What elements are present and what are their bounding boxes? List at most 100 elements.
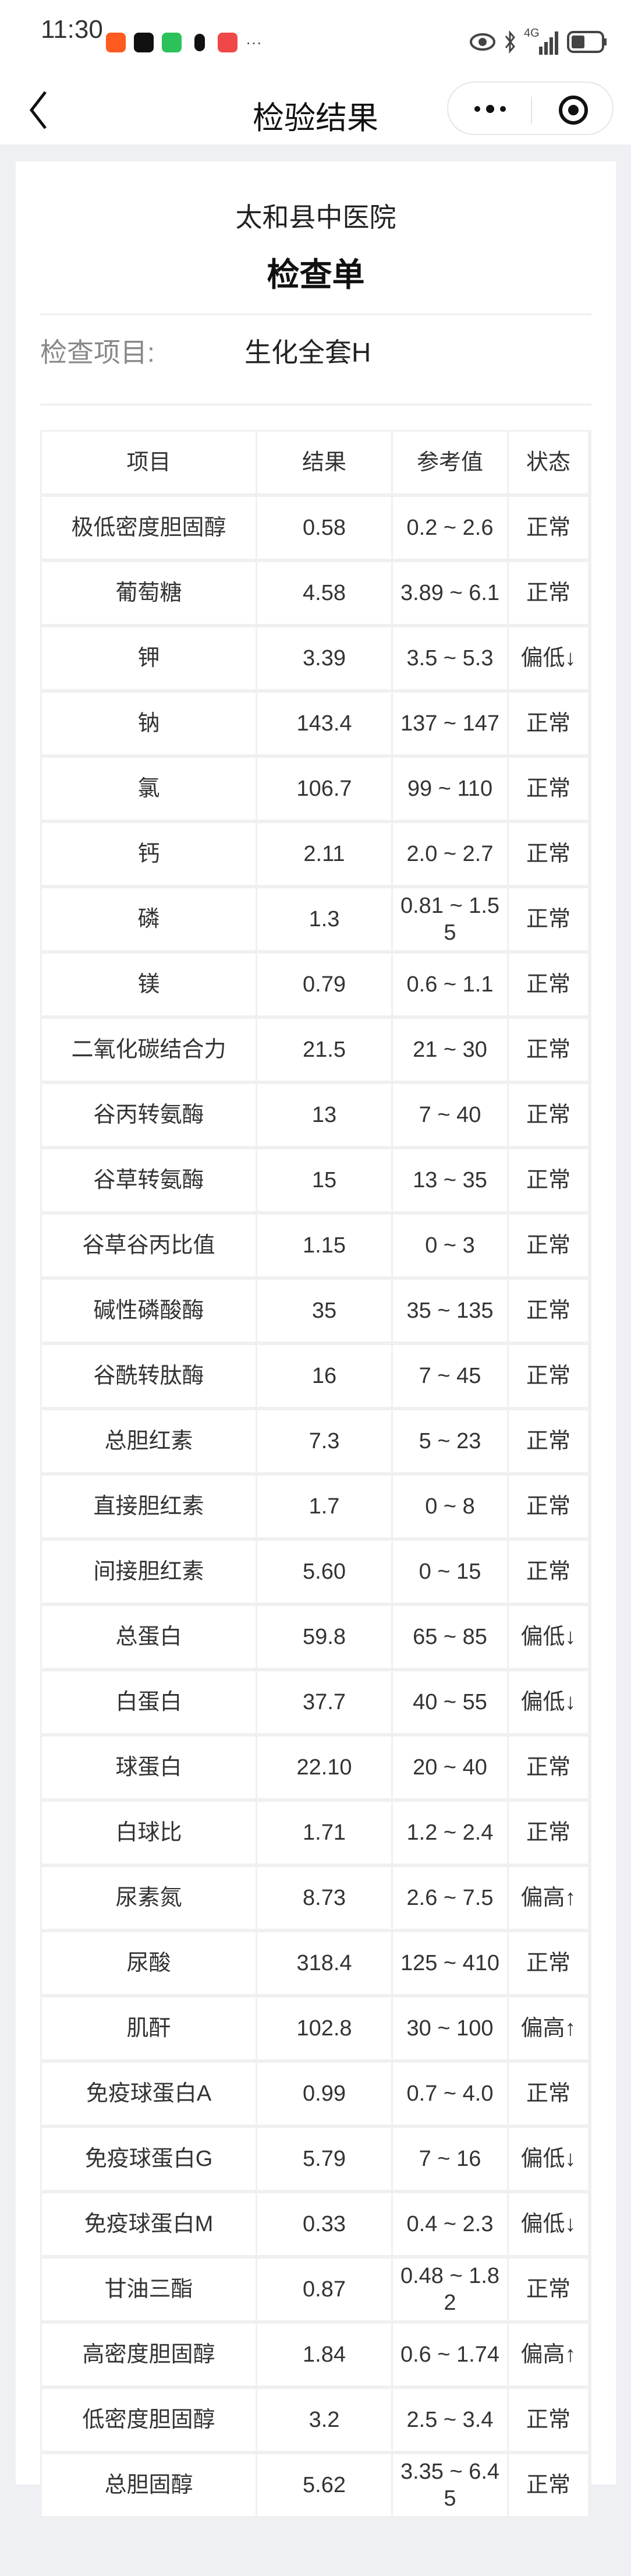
cell-status: 正常 bbox=[509, 1802, 588, 1864]
divider bbox=[40, 404, 591, 405]
cell-item: 钙 bbox=[42, 823, 256, 885]
cell-reference: 0.2 ~ 2.6 bbox=[393, 497, 507, 559]
table-row: 高密度胆固醇 1.84 0.6 ~ 1.74 偏高↑ bbox=[42, 2324, 590, 2386]
cell-reference: 35 ~ 135 bbox=[393, 1280, 507, 1342]
cell-item: 免疫球蛋白M bbox=[42, 2193, 256, 2255]
cell-status: 正常 bbox=[509, 2389, 588, 2451]
table-row: 谷草转氨酶 15 13 ~ 35 正常 bbox=[42, 1149, 590, 1211]
close-program-icon[interactable] bbox=[558, 94, 589, 126]
cell-status: 正常 bbox=[509, 1149, 588, 1211]
cell-status: 偏高↑ bbox=[509, 1867, 588, 1929]
cell-result: 5.79 bbox=[257, 2128, 391, 2190]
cell-result: 2.11 bbox=[257, 823, 391, 885]
cell-item: 间接胆红素 bbox=[42, 1541, 256, 1603]
nav-bar: 检验结果 bbox=[0, 76, 631, 144]
table-row: 球蛋白 22.10 20 ~ 40 正常 bbox=[42, 1737, 590, 1798]
cell-status: 正常 bbox=[509, 1476, 588, 1537]
cell-result: 0.79 bbox=[257, 954, 391, 1015]
cell-reference: 2.0 ~ 2.7 bbox=[393, 823, 507, 885]
table-row: 磷 1.3 0.81 ~ 1.55 正常 bbox=[42, 888, 590, 950]
table-row: 免疫球蛋白M 0.33 0.4 ~ 2.3 偏低↓ bbox=[42, 2193, 590, 2255]
cell-result: 0.33 bbox=[257, 2193, 391, 2255]
cell-status: 正常 bbox=[509, 1410, 588, 1472]
table-row: 钙 2.11 2.0 ~ 2.7 正常 bbox=[42, 823, 590, 885]
cell-result: 1.3 bbox=[257, 888, 391, 950]
table-row: 谷草谷丙比值 1.15 0 ~ 3 正常 bbox=[42, 1215, 590, 1276]
cell-status: 偏高↑ bbox=[509, 1998, 588, 2059]
cell-result: 35 bbox=[257, 1280, 391, 1342]
cell-item: 白蛋白 bbox=[42, 1671, 256, 1733]
cell-reference: 2.6 ~ 7.5 bbox=[393, 1867, 507, 1929]
cell-result: 16 bbox=[257, 1345, 391, 1407]
cell-item: 二氧化碳结合力 bbox=[42, 1019, 256, 1081]
table-row: 直接胆红素 1.7 0 ~ 8 正常 bbox=[42, 1476, 590, 1537]
table-row: 白球比 1.71 1.2 ~ 2.4 正常 bbox=[42, 1802, 590, 1864]
cell-reference: 0 ~ 3 bbox=[393, 1215, 507, 1276]
table-row: 碱性磷酸酶 35 35 ~ 135 正常 bbox=[42, 1280, 590, 1342]
cell-reference: 40 ~ 55 bbox=[393, 1671, 507, 1733]
cell-item: 总胆红素 bbox=[42, 1410, 256, 1472]
cell-reference: 7 ~ 40 bbox=[393, 1084, 507, 1146]
table-row: 钠 143.4 137 ~ 147 正常 bbox=[42, 693, 590, 754]
cell-status: 正常 bbox=[509, 1541, 588, 1603]
cell-reference: 7 ~ 16 bbox=[393, 2128, 507, 2190]
cell-reference: 30 ~ 100 bbox=[393, 1998, 507, 2059]
table-row: 间接胆红素 5.60 0 ~ 15 正常 bbox=[42, 1541, 590, 1603]
cell-reference: 13 ~ 35 bbox=[393, 1149, 507, 1211]
cell-status: 正常 bbox=[509, 1280, 588, 1342]
cell-item: 极低密度胆固醇 bbox=[42, 497, 256, 559]
cell-reference: 125 ~ 410 bbox=[393, 1932, 507, 1994]
table-row: 总蛋白 59.8 65 ~ 85 偏低↓ bbox=[42, 1606, 590, 1668]
cell-reference: 3.35 ~ 6.45 bbox=[393, 2454, 507, 2516]
cell-item: 肌酐 bbox=[42, 1998, 256, 2059]
cell-status: 正常 bbox=[509, 562, 588, 624]
page-title: 检验结果 bbox=[253, 101, 378, 136]
header-result: 结果 bbox=[257, 432, 391, 493]
cell-reference: 0 ~ 8 bbox=[393, 1476, 507, 1537]
cell-item: 钠 bbox=[42, 693, 256, 754]
cell-item: 高密度胆固醇 bbox=[42, 2324, 256, 2386]
cell-result: 1.71 bbox=[257, 1802, 391, 1864]
cell-result: 15 bbox=[257, 1149, 391, 1211]
cell-status: 正常 bbox=[509, 758, 588, 820]
wechat-icon bbox=[162, 33, 182, 52]
cell-item: 谷酰转肽酶 bbox=[42, 1345, 256, 1407]
cell-status: 正常 bbox=[509, 1737, 588, 1798]
cell-result: 143.4 bbox=[257, 693, 391, 754]
cell-status: 偏低↓ bbox=[509, 2128, 588, 2190]
cell-reference: 0.6 ~ 1.1 bbox=[393, 954, 507, 1015]
cell-result: 3.39 bbox=[257, 627, 391, 689]
cell-result: 0.99 bbox=[257, 2063, 391, 2125]
4g-signal-icon: 4G bbox=[524, 27, 559, 55]
table-row: 甘油三酯 0.87 0.48 ~ 1.82 正常 bbox=[42, 2259, 590, 2320]
cell-item: 谷草转氨酶 bbox=[42, 1149, 256, 1211]
cell-status: 正常 bbox=[509, 2259, 588, 2320]
more-menu-icon[interactable] bbox=[473, 100, 508, 118]
table-row: 免疫球蛋白G 5.79 7 ~ 16 偏低↓ bbox=[42, 2128, 590, 2190]
table-row: 尿酸 318.4 125 ~ 410 正常 bbox=[42, 1932, 590, 1994]
cell-result: 1.7 bbox=[257, 1476, 391, 1537]
cell-status: 正常 bbox=[509, 1215, 588, 1276]
cell-item: 低密度胆固醇 bbox=[42, 2389, 256, 2451]
cell-result: 13 bbox=[257, 1084, 391, 1146]
table-row: 免疫球蛋白A 0.99 0.7 ~ 4.0 正常 bbox=[42, 2063, 590, 2125]
cell-result: 4.58 bbox=[257, 562, 391, 624]
table-row: 钾 3.39 3.5 ~ 5.3 偏低↓ bbox=[42, 627, 590, 689]
exam-item-label: 检查项目: bbox=[40, 337, 155, 368]
cell-status: 正常 bbox=[509, 497, 588, 559]
cell-status: 正常 bbox=[509, 1345, 588, 1407]
cell-result: 21.5 bbox=[257, 1019, 391, 1081]
form-title: 检查单 bbox=[267, 256, 365, 293]
cell-result: 37.7 bbox=[257, 1671, 391, 1733]
back-icon[interactable] bbox=[27, 90, 50, 130]
report-card: 太和县中医院 检查单 检查项目: 生化全套H 项目 结果 参考值 状态 极低密度胆固醇 0… bbox=[16, 161, 616, 2519]
cell-status: 偏低↓ bbox=[509, 2193, 588, 2255]
table-row: 总胆固醇 5.62 3.35 ~ 6.45 正常 bbox=[42, 2454, 590, 2516]
cell-result: 1.84 bbox=[257, 2324, 391, 2386]
cell-result: 5.60 bbox=[257, 1541, 391, 1603]
cell-status: 正常 bbox=[509, 954, 588, 1015]
more-dots-icon: ··· bbox=[246, 33, 262, 51]
cell-item: 氯 bbox=[42, 758, 256, 820]
eye-icon bbox=[470, 33, 495, 51]
cell-reference: 1.2 ~ 2.4 bbox=[393, 1802, 507, 1864]
